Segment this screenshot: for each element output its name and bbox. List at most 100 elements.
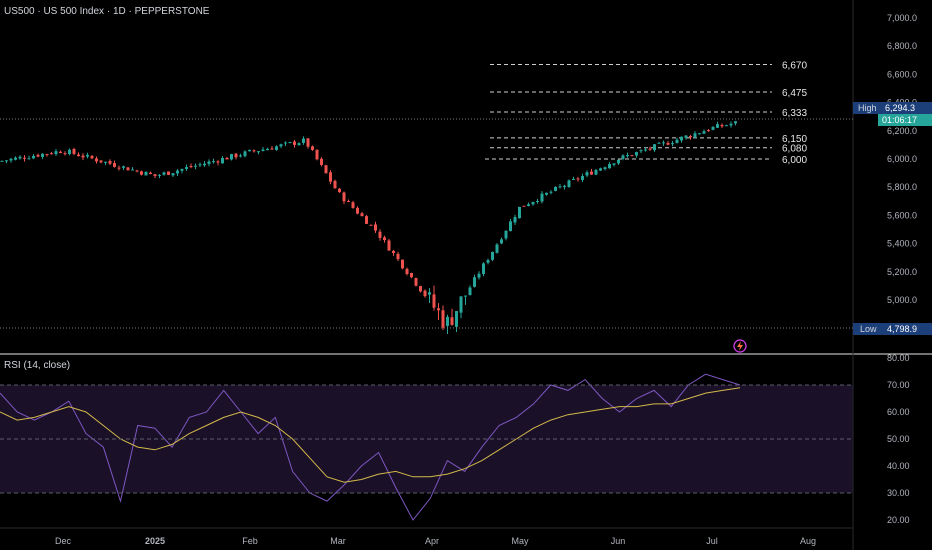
time-tick-label: Feb <box>242 536 258 546</box>
candle-body <box>437 308 440 311</box>
candle-body <box>77 154 80 157</box>
rsi-tick-label: 80.00 <box>887 353 910 363</box>
candle-body <box>0 160 4 162</box>
candle-body <box>180 168 184 171</box>
time-tick-label: Jul <box>706 536 718 546</box>
candle-body <box>734 121 737 124</box>
candle-body <box>293 141 296 145</box>
price-tick-label: 6,000.0 <box>887 154 917 164</box>
candle-body <box>563 185 566 187</box>
time-tick-label: Aug <box>800 536 816 546</box>
flash-icon[interactable] <box>733 339 747 353</box>
candle-body <box>684 135 688 138</box>
candle-body <box>369 224 373 226</box>
candle-body <box>455 311 458 327</box>
candle-body <box>45 154 49 156</box>
candle-body <box>504 230 508 239</box>
candle-body <box>468 287 472 296</box>
level-label: 6,333 <box>782 108 807 119</box>
candle-body <box>90 155 94 159</box>
level-label: 6,150 <box>782 134 807 145</box>
price-tick-label: 7,000.0 <box>887 13 917 23</box>
candle-body <box>333 180 337 189</box>
candle-body <box>135 170 139 172</box>
candle-body <box>279 144 283 147</box>
candle-body <box>603 167 607 170</box>
low-value: 4,798.9 <box>887 324 917 334</box>
candle-body <box>95 158 98 162</box>
rsi-tick-label: 40.00 <box>887 461 910 471</box>
candle-body <box>414 278 418 286</box>
level-label: 6,080 <box>782 144 807 155</box>
candle-body <box>401 259 404 269</box>
candle-body <box>297 143 301 146</box>
candle-body <box>536 201 539 203</box>
candle-body <box>432 294 436 308</box>
candle-body <box>725 125 728 127</box>
candle-body <box>257 151 260 153</box>
low-label: Low <box>860 324 877 334</box>
candle-body <box>54 151 58 155</box>
candle-body <box>72 149 76 154</box>
rsi-lines <box>0 373 741 521</box>
candle-body <box>635 152 638 156</box>
price-tick-label: 6,600.0 <box>887 69 917 79</box>
candle-body <box>41 153 44 157</box>
candle-body <box>36 154 40 157</box>
candle-body <box>261 149 265 152</box>
level-label: 6,670 <box>782 61 807 72</box>
candle-body <box>302 138 305 143</box>
candle-body <box>518 206 521 219</box>
candle-body <box>540 193 544 202</box>
candle-body <box>284 142 287 144</box>
candle-body <box>693 133 697 138</box>
candle-body <box>630 155 634 157</box>
candle-body <box>500 239 503 244</box>
candle-body <box>162 172 166 175</box>
time-tick-label: Jun <box>611 536 626 546</box>
candle-body <box>270 148 274 150</box>
rsi-series-line <box>0 373 741 521</box>
candle-body <box>311 146 314 150</box>
candle-body <box>144 171 148 176</box>
candle-body <box>113 163 116 167</box>
candle-body <box>711 126 715 130</box>
candle-body <box>351 202 355 208</box>
time-tick-label: Dec <box>55 536 72 546</box>
candle-body <box>86 154 89 157</box>
candle-body <box>675 139 679 144</box>
candle-body <box>149 172 152 174</box>
candle-body <box>572 178 575 180</box>
candle-body <box>428 292 431 295</box>
candle-body <box>360 213 364 217</box>
time-tick-label: Mar <box>330 536 346 546</box>
current-price-tag <box>878 114 932 126</box>
candle-body <box>225 157 229 160</box>
candle-body <box>554 186 557 191</box>
candle-body <box>338 188 341 193</box>
candle-body <box>612 163 616 165</box>
candle-body <box>657 142 661 144</box>
level-label: 6,000 <box>782 155 807 166</box>
time-tick-label: May <box>511 536 529 546</box>
candle-body <box>689 136 692 138</box>
candle-body <box>549 191 553 193</box>
candle-body <box>608 164 611 169</box>
candlesticks <box>0 120 737 335</box>
price-tick-label: 5,800.0 <box>887 182 917 192</box>
candle-body <box>140 171 143 175</box>
candle-body <box>189 166 193 168</box>
low-tag <box>853 323 932 335</box>
candle-body <box>108 160 112 164</box>
candle-body <box>387 240 391 251</box>
candle-body <box>720 124 724 127</box>
candle-body <box>275 146 278 151</box>
candle-body <box>288 142 292 144</box>
candle-body <box>729 123 733 126</box>
candle-body <box>171 173 175 176</box>
candle-body <box>216 161 220 163</box>
candle-body <box>315 149 319 160</box>
price-tick-label: 5,400.0 <box>887 239 917 249</box>
rsi-tick-label: 50.00 <box>887 434 910 444</box>
